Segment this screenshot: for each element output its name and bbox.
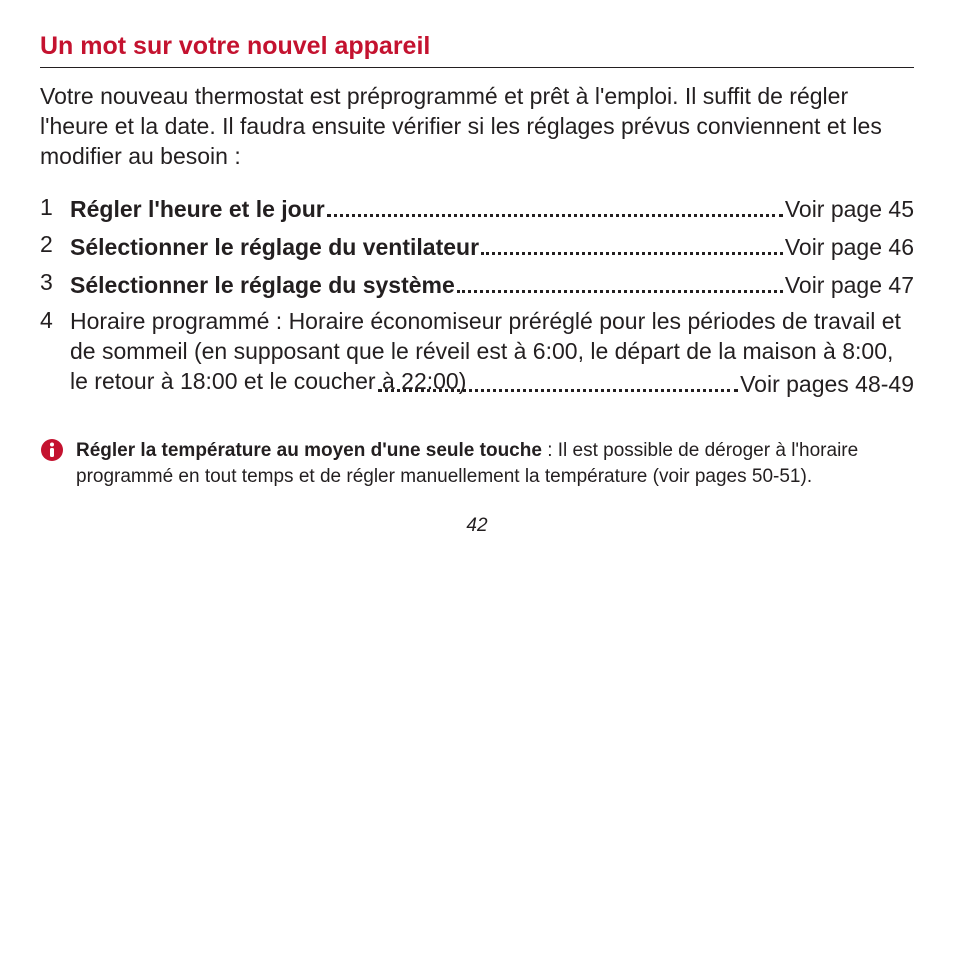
leader-dots: [457, 269, 783, 293]
item-body: Sélectionner le réglage du ventilateur V…: [70, 231, 914, 261]
item-number: 2: [40, 231, 70, 258]
item-body: Régler l'heure et le jour Voir page 45: [70, 194, 914, 224]
leader-line: Sélectionner le réglage du système Voir …: [70, 269, 914, 299]
item-label: Régler l'heure et le jour: [70, 196, 325, 223]
info-icon: [40, 438, 68, 462]
item-body: Horaire programmé : Horaire économiseur …: [70, 307, 914, 398]
item-label: Sélectionner le réglage du ventilateur: [70, 234, 479, 261]
leader-line: Sélectionner le réglage du ventilateur V…: [70, 231, 914, 261]
intro-paragraph: Votre nouveau thermostat est préprogramm…: [40, 82, 914, 172]
page-reference: Voir page 45: [785, 196, 914, 223]
leader-dots: [481, 231, 783, 255]
leader-line: Régler l'heure et le jour Voir page 45: [70, 194, 914, 224]
info-note: Régler la température au moyen d'une seu…: [40, 438, 914, 489]
page-reference: Voir pages 48-49: [740, 371, 914, 398]
document-page: Un mot sur votre nouvel appareil Votre n…: [0, 0, 954, 537]
list-item: 4 Horaire programmé : Horaire économiseu…: [40, 307, 914, 398]
numbered-list: 1 Régler l'heure et le jour Voir page 45…: [40, 194, 914, 398]
item-number: 3: [40, 269, 70, 296]
list-item: 3 Sélectionner le réglage du système Voi…: [40, 269, 914, 299]
item-label: Horaire programmé: [70, 308, 269, 334]
leader-dots: [378, 368, 738, 392]
section-heading: Un mot sur votre nouvel appareil: [40, 32, 914, 68]
item-label: Sélectionner le réglage du système: [70, 272, 455, 299]
list-item: 1 Régler l'heure et le jour Voir page 45: [40, 194, 914, 224]
item-body: Sélectionner le réglage du système Voir …: [70, 269, 914, 299]
item-number: 1: [40, 194, 70, 221]
page-reference: Voir page 46: [785, 234, 914, 261]
list-item: 2 Sélectionner le réglage du ventilateur…: [40, 231, 914, 261]
note-text: Régler la température au moyen d'une seu…: [76, 438, 914, 489]
item-number: 4: [40, 307, 70, 334]
page-reference: Voir page 47: [785, 272, 914, 299]
leader-dots: [327, 194, 783, 218]
page-number: 42: [40, 515, 914, 537]
